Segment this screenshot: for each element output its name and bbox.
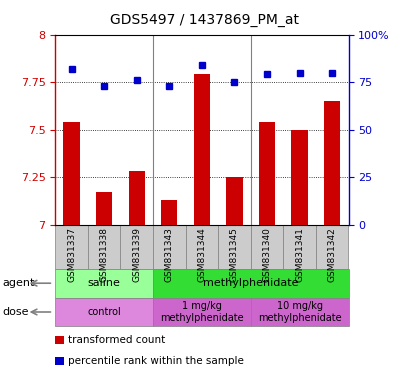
Bar xyxy=(96,192,112,225)
Text: methylphenidate: methylphenidate xyxy=(202,278,298,288)
Bar xyxy=(153,269,348,298)
Bar xyxy=(63,122,80,225)
Bar xyxy=(55,298,153,326)
Bar xyxy=(250,225,283,269)
Bar xyxy=(153,298,250,326)
Text: GDS5497 / 1437869_PM_at: GDS5497 / 1437869_PM_at xyxy=(110,13,299,27)
Bar xyxy=(55,357,64,365)
Bar xyxy=(153,225,185,269)
Bar xyxy=(55,225,88,269)
Bar xyxy=(250,298,348,326)
Text: 10 mg/kg
methylphenidate: 10 mg/kg methylphenidate xyxy=(257,301,341,323)
Bar xyxy=(55,336,64,344)
Bar xyxy=(258,122,274,225)
Text: transformed count: transformed count xyxy=(67,335,164,345)
Bar xyxy=(315,225,348,269)
Bar xyxy=(323,101,339,225)
Text: agent: agent xyxy=(2,278,34,288)
Bar xyxy=(161,200,177,225)
Bar xyxy=(55,269,153,298)
Bar xyxy=(283,225,315,269)
Bar xyxy=(226,177,242,225)
Bar xyxy=(88,225,120,269)
Text: control: control xyxy=(87,307,121,317)
Bar xyxy=(291,130,307,225)
Text: percentile rank within the sample: percentile rank within the sample xyxy=(67,356,243,366)
Text: 1 mg/kg
methylphenidate: 1 mg/kg methylphenidate xyxy=(160,301,243,323)
Bar xyxy=(120,225,153,269)
Text: dose: dose xyxy=(2,307,29,317)
Bar xyxy=(193,74,209,225)
Bar xyxy=(218,225,250,269)
Bar xyxy=(128,171,144,225)
Bar xyxy=(185,225,218,269)
Text: saline: saline xyxy=(88,278,120,288)
